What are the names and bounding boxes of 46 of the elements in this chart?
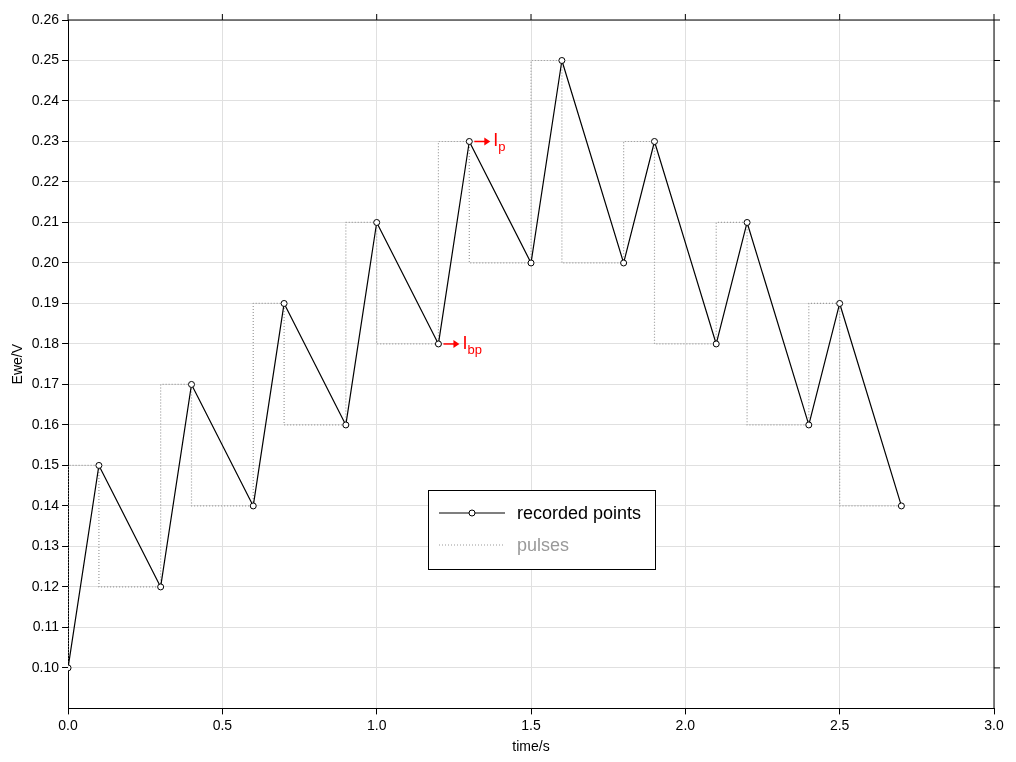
y-tick-label: 0.16 [31,415,60,432]
x-tick-label: 3.0 [984,716,1004,733]
y-tick-label: 0.14 [31,496,60,513]
y-tick-label: 0.26 [31,10,60,27]
y-tick-label: 0.25 [31,51,60,68]
y-tick-label: 0.22 [31,172,60,189]
point [558,56,566,64]
y-tick-label: 0.15 [31,456,60,473]
y-tick-label: 0.17 [31,375,60,392]
point [465,137,473,145]
y-tick-label: 0.19 [31,294,60,311]
point [527,259,535,267]
point [373,218,381,226]
x-tick-label: 2.5 [829,716,850,733]
y-tick-label: 0.13 [31,537,60,554]
y-tick-label: 0.21 [31,213,60,230]
point [95,461,103,469]
x-tick-label: 1.5 [521,716,541,733]
x-tick-label: 2.0 [675,716,696,733]
point [188,380,196,388]
point [897,502,905,510]
point [620,259,628,267]
point [743,218,751,226]
point [805,421,813,429]
point [434,340,442,348]
y-tick-label: 0.24 [31,91,60,108]
x-tick-label: 0.0 [58,716,78,733]
x-axis-title: time/s [512,738,550,755]
y-tick-label: 0.18 [31,334,60,351]
y-axis-title: Ewe/V [9,343,26,385]
point [836,299,844,307]
x-tick-label: 1.0 [366,716,387,733]
y-tick-label: 0.20 [31,253,60,270]
point [342,421,350,429]
point [712,340,720,348]
y-tick-label: 0.23 [31,132,60,149]
point [249,502,257,510]
legend-label: pulses [517,534,570,556]
point [157,583,165,591]
y-tick-label: 0.10 [31,658,60,675]
y-tick-label: 0.11 [32,618,60,635]
y-tick-label: 0.12 [31,577,60,594]
x-tick-label: 0.5 [212,716,233,733]
legend-label: recorded points [517,502,642,524]
point [650,137,658,145]
point [280,299,288,307]
